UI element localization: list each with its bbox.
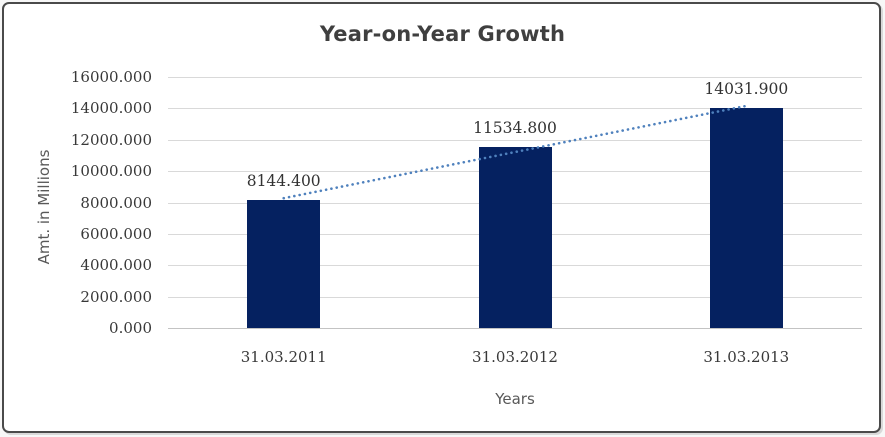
x-axis-title: Years	[495, 390, 535, 408]
y-tick-label: 10000.000	[70, 162, 152, 181]
x-category-label: 31.03.2012	[472, 348, 558, 366]
x-axis-line	[168, 328, 862, 329]
y-tick-label: 14000.000	[70, 99, 152, 118]
chart-title: Year-on-Year Growth	[319, 22, 566, 46]
bar-value-label: 14031.900	[704, 79, 789, 98]
y-tick-label: 12000.000	[70, 130, 152, 149]
bar-value-label: 11534.800	[473, 119, 557, 137]
y-tick-label: 6000.000	[80, 224, 152, 243]
gridline	[168, 77, 862, 78]
bar-value-label: 8144.400	[246, 172, 321, 191]
bar	[709, 107, 783, 328]
y-tick-label: 4000.000	[80, 256, 152, 275]
y-tick-label: 16000.000	[70, 68, 152, 86]
bar	[247, 200, 321, 328]
bar	[478, 147, 552, 328]
x-category-label: 31.03.2011	[240, 348, 327, 366]
x-category-label: 31.03.2013	[703, 348, 790, 366]
y-tick-label: 0.000	[109, 319, 152, 337]
y-tick-label: 2000.000	[80, 287, 152, 306]
y-tick-label: 8000.000	[80, 193, 152, 212]
